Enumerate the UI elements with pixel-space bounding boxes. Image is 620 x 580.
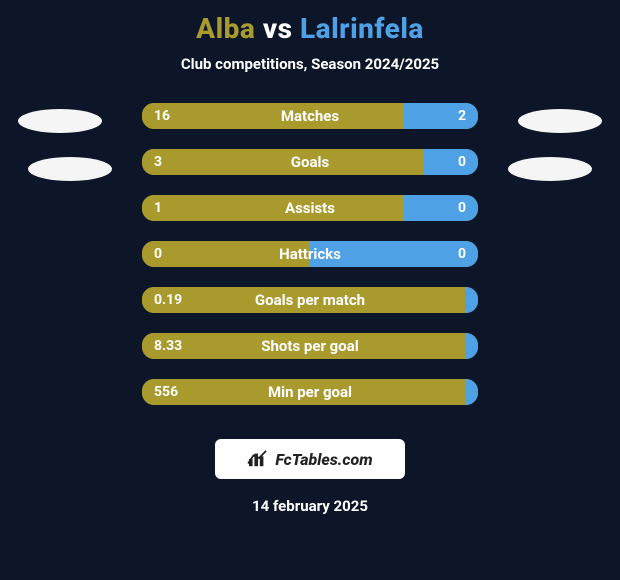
stat-bar-left-fill [142,333,465,359]
avatar-placeholder-right-2 [508,157,592,181]
stat-bar: Hattricks00 [140,239,480,269]
stat-bar-left-fill [142,103,404,129]
logo-box[interactable]: FcTables.com [215,439,405,479]
title-vs: vs [255,12,300,45]
stat-bar-right-fill [404,195,478,221]
stat-bar-left-fill [142,287,465,313]
logo-text: FcTables.com [275,450,372,469]
page-root: Alba vs Lalrinfela Club competitions, Se… [0,0,620,580]
stat-bar-right-fill [310,241,478,267]
stat-bar: Min per goal556 [140,377,480,407]
stat-bar: Shots per goal8.33 [140,331,480,361]
stat-bar-left-fill [142,149,424,175]
stat-bar-left-fill [142,241,310,267]
stat-bar-right-fill [424,149,478,175]
stat-bar: Matches162 [140,101,480,131]
avatar-placeholder-left-2 [28,157,112,181]
stat-bar: Goals per match0.19 [140,285,480,315]
title-left-player: Alba [196,12,255,45]
stat-bar: Goals30 [140,147,480,177]
subtitle: Club competitions, Season 2024/2025 [0,55,620,73]
bar-chart-icon [247,450,269,468]
stat-bar-right-fill [465,333,478,359]
stat-bar-right-fill [465,379,478,405]
stat-bar: Assists10 [140,193,480,223]
page-title: Alba vs Lalrinfela [0,0,620,45]
stat-bar-right-fill [465,287,478,313]
avatar-placeholder-left-1 [18,109,102,133]
stat-bar-right-fill [404,103,478,129]
title-right-player: Lalrinfela [300,12,424,45]
stat-bar-left-fill [142,379,465,405]
date-text: 14 february 2025 [0,497,620,515]
stats-area: Matches162 Goals30 Assists10 Hattricks00 Goa… [0,101,620,421]
avatar-placeholder-right-1 [518,109,602,133]
stat-bar-left-fill [142,195,404,221]
bars-container: Matches162 Goals30 Assists10 Hattricks00 Goa… [140,101,480,423]
